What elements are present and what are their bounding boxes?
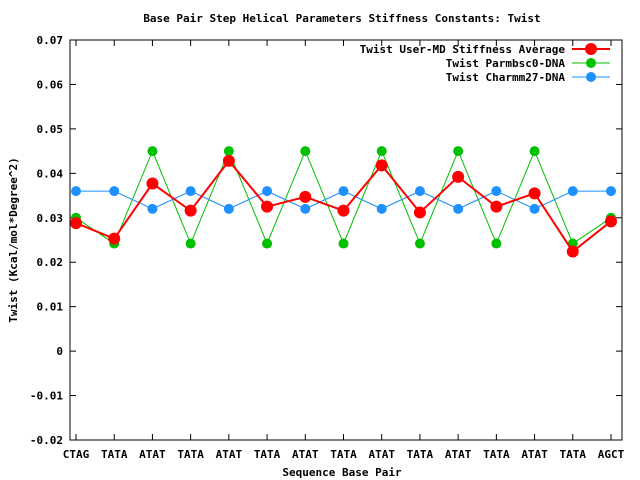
data-point	[262, 186, 273, 197]
data-point	[222, 154, 235, 167]
data-point	[414, 186, 425, 197]
data-point	[223, 203, 234, 214]
data-point	[185, 186, 196, 197]
data-point	[147, 146, 158, 157]
data-point	[605, 215, 617, 228]
data-point	[261, 200, 274, 213]
data-point	[338, 186, 349, 197]
x-tick-label: CTAG	[63, 448, 90, 461]
x-tick-label: TATA	[177, 448, 204, 461]
data-point	[109, 186, 120, 197]
data-point	[146, 177, 159, 190]
plot-frame	[69, 39, 623, 441]
y-tick-label: -0.02	[30, 434, 63, 447]
legend-marker	[585, 43, 597, 55]
data-point	[376, 203, 387, 214]
data-point	[71, 186, 81, 197]
series-3	[71, 186, 616, 214]
data-point	[299, 190, 312, 203]
data-point	[491, 238, 502, 249]
data-point	[490, 200, 503, 213]
data-point	[452, 170, 465, 183]
data-point	[223, 146, 234, 157]
y-tick-label: -0.01	[30, 390, 63, 403]
data-point	[262, 238, 273, 249]
data-point	[453, 146, 464, 157]
x-tick-label: TATA	[560, 448, 587, 461]
y-tick-label: 0.06	[37, 78, 64, 91]
data-point	[567, 186, 578, 197]
data-point	[338, 238, 349, 249]
x-tick-label: ATAT	[368, 448, 395, 461]
legend-marker	[586, 58, 596, 68]
data-point	[108, 232, 121, 245]
x-tick-label: AGCT	[598, 448, 625, 461]
x-tick-label: TATA	[407, 448, 434, 461]
legend-marker	[586, 72, 596, 82]
y-tick-label: 0.07	[37, 34, 64, 47]
data-point	[70, 217, 82, 230]
data-point	[184, 204, 197, 217]
x-tick-label: TATA	[330, 448, 357, 461]
legend-label: Twist User-MD Stiffness Average	[360, 43, 566, 56]
legend-label: Twist Parmbsc0-DNA	[446, 57, 566, 70]
y-tick-label: 0.01	[37, 301, 64, 314]
x-tick-label: ATAT	[292, 448, 319, 461]
axes: -0.02 -0.01 0 0.01 0.02 0.03 0.04 0.05 0.06 0.07 C…	[30, 34, 625, 461]
y-tick-label: 0.05	[37, 123, 64, 136]
y-tick-label: 0.03	[37, 212, 64, 225]
x-tick-label: ATAT	[445, 448, 472, 461]
data-point	[529, 146, 540, 157]
data-point	[300, 203, 311, 214]
data-point	[606, 186, 616, 197]
data-point	[414, 238, 425, 249]
x-tick-label: TATA	[101, 448, 128, 461]
data-point	[566, 245, 579, 258]
x-tick-label: ATAT	[216, 448, 243, 461]
plot-series	[70, 146, 617, 258]
x-tick-label: TATA	[483, 448, 510, 461]
x-tick-label: ATAT	[139, 448, 166, 461]
chart-title: Base Pair Step Helical Parameters Stiffn…	[143, 12, 540, 25]
data-point	[300, 146, 311, 157]
data-point	[413, 206, 426, 219]
data-point	[375, 159, 388, 172]
data-point	[337, 204, 350, 217]
legend-label: Twist Charmm27-DNA	[446, 71, 566, 84]
data-point	[185, 238, 196, 249]
data-point	[528, 187, 541, 200]
data-point	[453, 203, 464, 214]
data-point	[376, 146, 387, 157]
y-tick-label: 0	[56, 345, 63, 358]
data-point	[529, 203, 540, 214]
x-tick-label: TATA	[254, 448, 281, 461]
data-point	[491, 186, 502, 197]
series-1	[70, 154, 617, 258]
x-axis-label: Sequence Base Pair	[282, 466, 402, 479]
x-tick-label: ATAT	[521, 448, 548, 461]
data-point	[147, 203, 158, 214]
y-axis-label: Twist (Kcal/mol*Degree^2)	[7, 157, 20, 323]
y-tick-label: 0.04	[37, 167, 64, 180]
y-tick-label: 0.02	[37, 256, 64, 269]
